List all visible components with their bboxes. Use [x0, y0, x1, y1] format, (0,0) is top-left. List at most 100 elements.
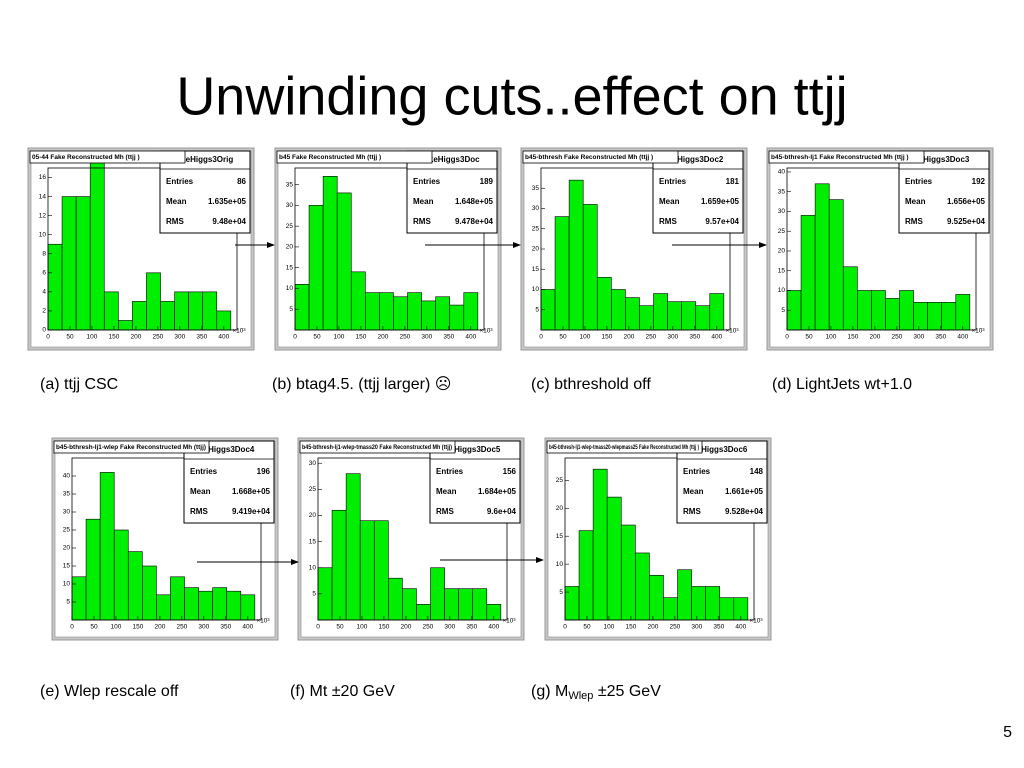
x-tick-label: 350 — [466, 624, 477, 631]
bar — [606, 496, 622, 621]
stat-value: 9.528e+04 — [725, 507, 764, 516]
bar — [913, 302, 928, 331]
bar — [373, 520, 389, 621]
caption-part: (g) M — [531, 683, 568, 700]
y-tick-label: 30 — [309, 460, 317, 467]
stat-label: Mean — [905, 197, 926, 206]
stat-box — [183, 440, 275, 524]
caption-part: ±25 GeV — [593, 683, 661, 700]
caption: (d) LightJets wt+1.0 — [772, 376, 912, 393]
bar — [927, 302, 943, 331]
y-tick-label: 10 — [63, 581, 71, 588]
y-tick-label: 25 — [286, 223, 294, 230]
title-box — [522, 150, 679, 164]
x-tick-label: 350 — [443, 334, 454, 341]
x-tick-label: 300 — [444, 624, 455, 631]
page-number: 5 — [1003, 724, 1012, 741]
x-tick-label: 50 — [66, 334, 74, 341]
bar — [142, 565, 157, 621]
bar — [625, 297, 640, 331]
bar — [691, 586, 706, 621]
stat-value: 196 — [257, 467, 271, 476]
x-tick-label: 250 — [399, 334, 410, 341]
histogram-title: b45-bthresh-lj1-wlep-tmass20 Fake Recons… — [302, 444, 452, 451]
bar — [649, 575, 664, 621]
x-tick-label: 50 — [559, 334, 567, 341]
x-exponent: ×10³ — [502, 618, 516, 625]
stat-box — [676, 440, 768, 524]
stat-name: eHiggs3Doc6 — [697, 445, 748, 454]
histogram-title: b45 Fake Reconstructed Mh (ttjj ) — [279, 154, 381, 161]
caption: (b) btag4.5. (ttjj larger) ☹ — [272, 376, 451, 393]
histogram-title: b45-bthresh-lj1-wlep Fake Reconstructed … — [56, 444, 206, 451]
stat-value: 181 — [726, 177, 740, 186]
bar — [635, 552, 650, 621]
arrows — [197, 242, 767, 565]
x-tick-label: 300 — [421, 334, 432, 341]
y-tick-label: 8 — [42, 250, 46, 257]
x-tick-label: 0 — [46, 334, 50, 341]
stat-label: Entries — [166, 177, 194, 186]
bar — [458, 588, 474, 621]
bar — [388, 577, 403, 621]
stat-value: 1.648e+05 — [455, 197, 494, 206]
bar — [212, 587, 228, 621]
y-tick-label: 25 — [556, 477, 564, 484]
stat-value: 9.6e+04 — [487, 507, 517, 516]
bar — [611, 289, 626, 331]
y-tick-label: 4 — [42, 289, 46, 296]
x-tick-label: 150 — [133, 624, 144, 631]
x-tick-label: 0 — [539, 334, 543, 341]
title-box — [546, 440, 703, 454]
slide-title: Unwinding cuts..effect on ttjj — [176, 66, 847, 126]
y-tick-label: 35 — [778, 188, 786, 195]
stat-label: Mean — [683, 487, 704, 496]
stat-value: 9.478e+04 — [455, 217, 494, 226]
y-tick-label: 25 — [63, 527, 71, 534]
bar — [564, 586, 580, 621]
bar — [677, 569, 692, 621]
bar — [663, 597, 678, 621]
x-tick-label: 150 — [379, 624, 390, 631]
bar — [226, 590, 242, 621]
stat-label: RMS — [166, 217, 184, 226]
bar — [899, 290, 914, 331]
bar — [71, 576, 87, 621]
y-tick-label: 15 — [63, 563, 71, 570]
stat-value: 9.57e+04 — [705, 217, 739, 226]
bar — [449, 304, 465, 331]
y-tick-label: 5 — [535, 306, 539, 313]
x-tick-label: 300 — [691, 624, 702, 631]
bar — [592, 468, 608, 621]
x-tick-label: 250 — [645, 334, 656, 341]
stat-box — [159, 150, 251, 234]
stat-label: RMS — [190, 507, 208, 516]
bar — [103, 291, 119, 331]
x-tick-label: 150 — [356, 334, 367, 341]
x-tick-label: 400 — [711, 334, 722, 341]
y-tick-label: 5 — [781, 307, 785, 314]
caption: (g) MWlep ±25 GeV — [531, 683, 661, 702]
x-tick-label: 400 — [218, 334, 229, 341]
y-tick-label: 12 — [39, 212, 47, 219]
bar — [421, 300, 436, 331]
bar — [719, 597, 735, 621]
bar — [350, 271, 366, 331]
stat-value: 1.661e+05 — [725, 487, 764, 496]
x-tick-label: 50 — [583, 624, 591, 631]
bar — [842, 266, 858, 331]
x-tick-label: 150 — [848, 334, 859, 341]
y-tick-label: 30 — [286, 202, 294, 209]
caption: (a) ttjj CSC — [40, 376, 118, 393]
y-tick-label: 15 — [309, 538, 317, 545]
stat-label: Entries — [683, 467, 711, 476]
stat-label: RMS — [905, 217, 923, 226]
x-tick-label: 400 — [465, 334, 476, 341]
y-tick-label: 35 — [63, 491, 71, 498]
bar — [554, 216, 570, 331]
x-tick-label: 350 — [220, 624, 231, 631]
bar — [828, 199, 844, 331]
